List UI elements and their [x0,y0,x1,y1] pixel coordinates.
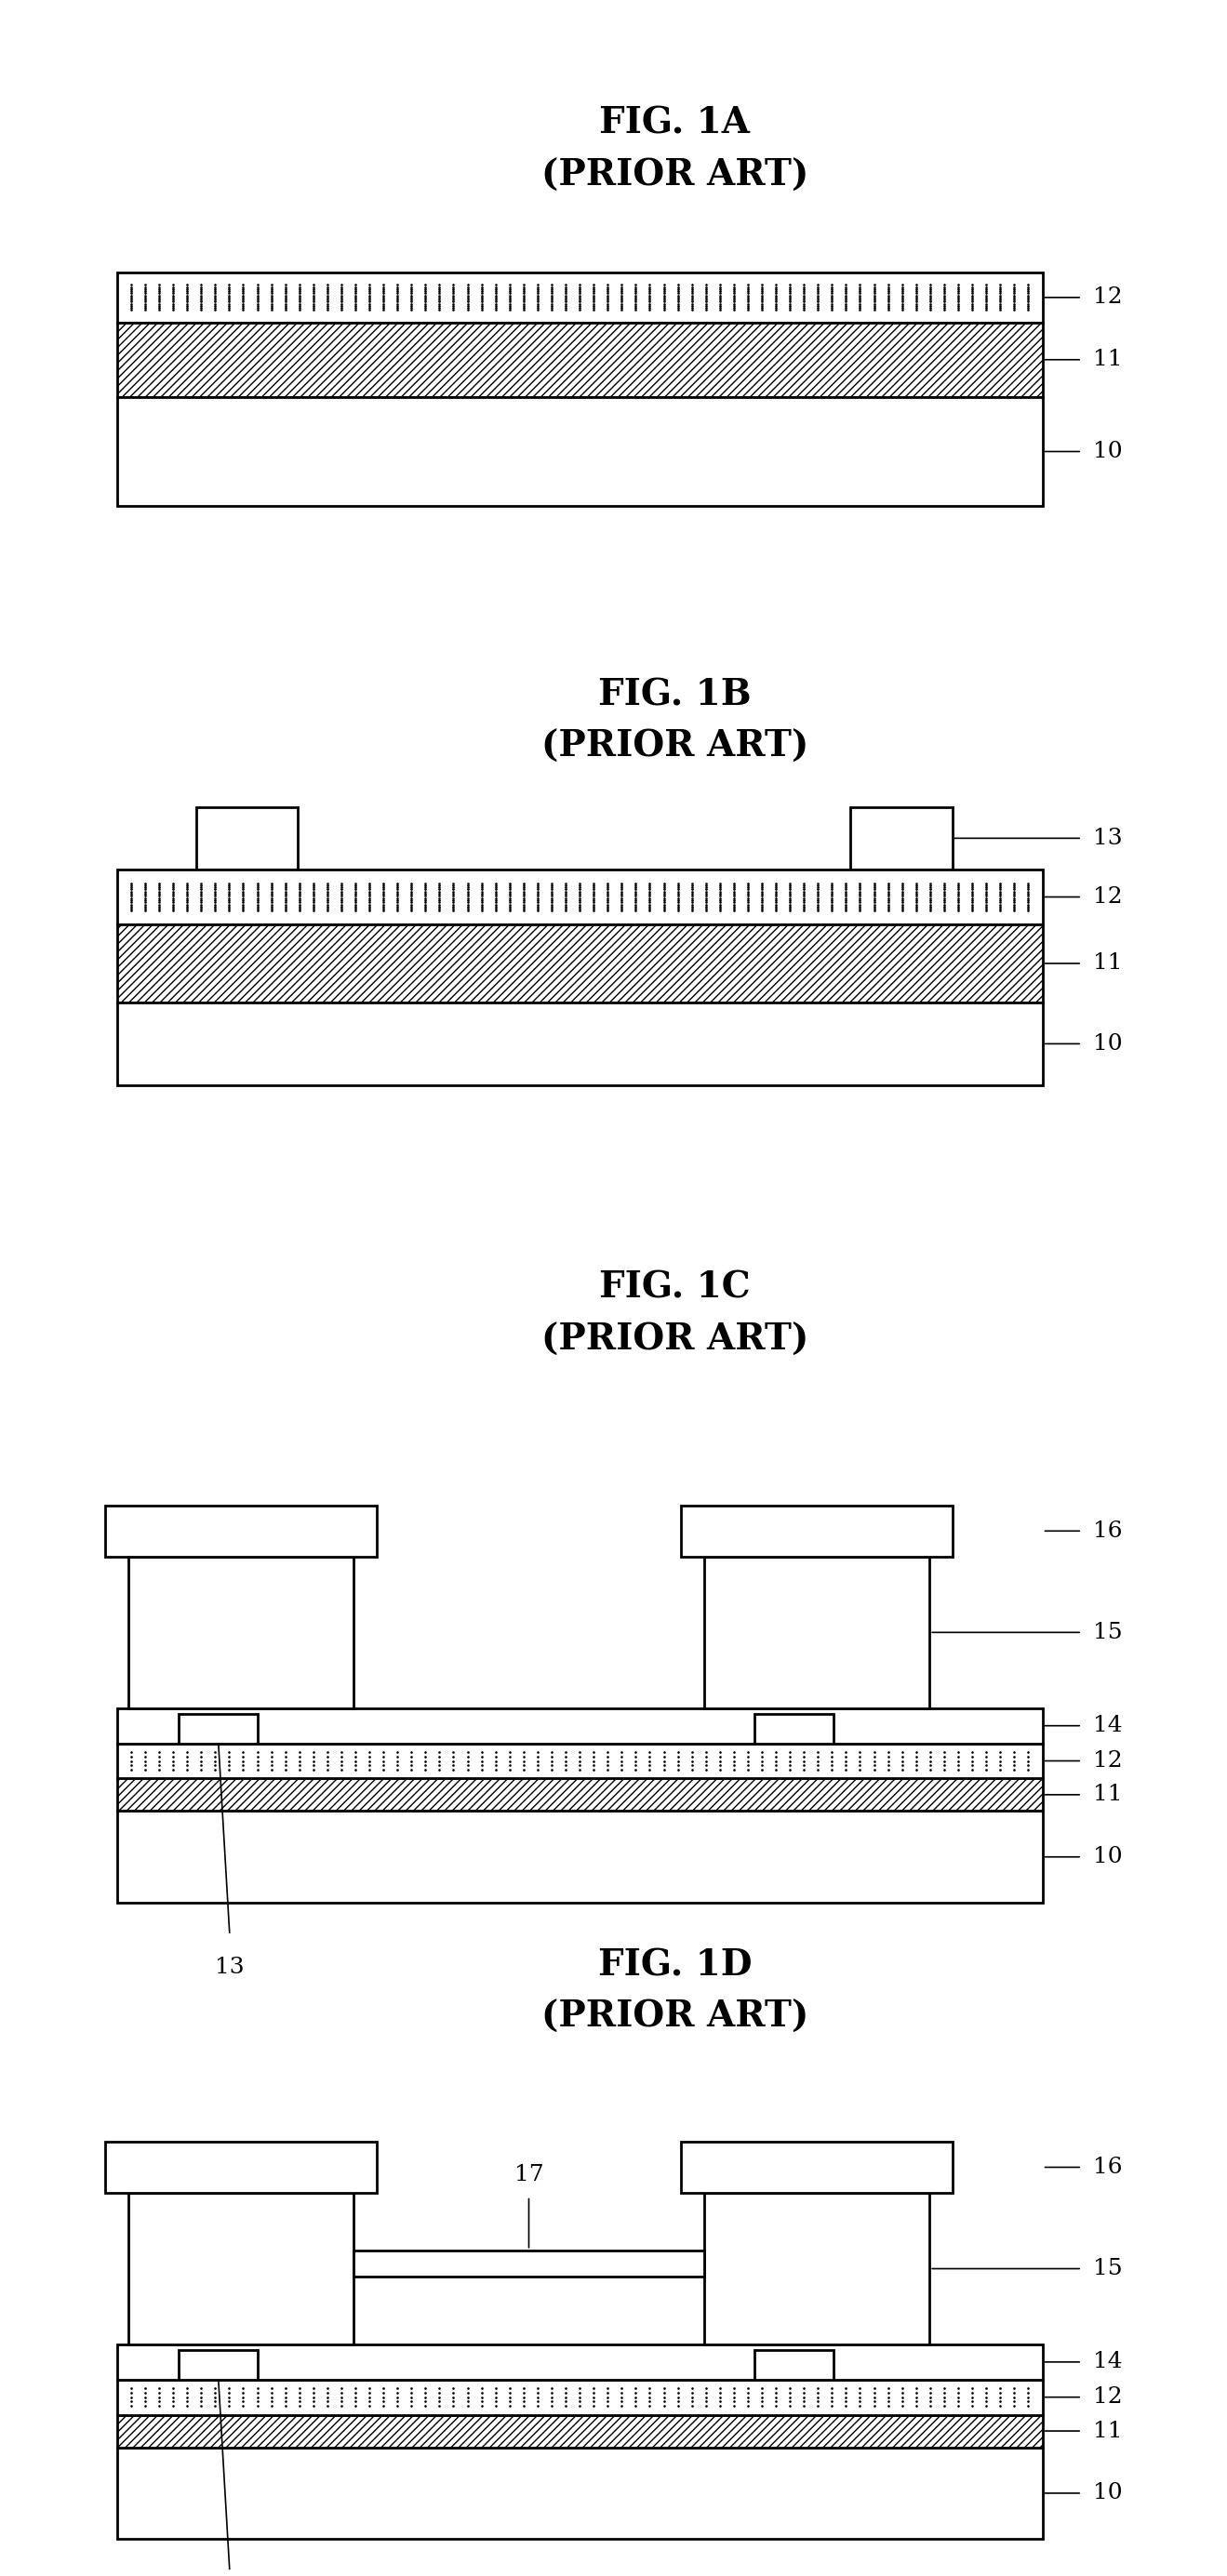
Text: 14: 14 [1093,2352,1123,2372]
Bar [704,2192,930,2344]
Bar [128,1556,353,1708]
Text: 10: 10 [1093,1033,1123,1054]
Bar [681,2141,952,2192]
Text: (PRIOR ART): (PRIOR ART) [541,729,809,765]
Bar [196,806,297,868]
Bar [117,925,1043,1002]
Text: 10: 10 [1093,1847,1123,1868]
Text: FIG. 1C: FIG. 1C [599,1270,751,1306]
Text: 16: 16 [1093,2156,1123,2177]
Text: FIG. 1D: FIG. 1D [598,1947,752,1984]
Bar [353,2251,704,2277]
Bar [106,2141,377,2192]
Bar [117,2380,1043,2414]
Text: 12: 12 [1093,886,1123,907]
Text: 11: 11 [1093,1785,1123,1806]
Bar [117,1811,1043,1904]
Text: 10: 10 [1093,440,1123,461]
Text: (PRIOR ART): (PRIOR ART) [541,157,809,193]
Text: 12: 12 [1093,1749,1123,1772]
Text: (PRIOR ART): (PRIOR ART) [541,1999,809,2035]
Bar [755,1713,833,1744]
Bar [117,397,1043,507]
Text: 12: 12 [1093,286,1123,309]
Text: 16: 16 [1093,1520,1123,1540]
Bar [117,322,1043,397]
Bar [117,1708,1043,1744]
Bar [117,2344,1043,2380]
Bar [850,806,952,868]
Text: 11: 11 [1093,953,1123,974]
Text: 17: 17 [514,2164,544,2184]
Text: 14: 14 [1093,1716,1123,1736]
Text: 13: 13 [215,1958,244,1978]
Bar [117,2414,1043,2447]
Text: 10: 10 [1093,2483,1123,2504]
Text: 15: 15 [1093,2259,1123,2280]
Bar [755,2349,833,2380]
Bar [681,1504,952,1556]
Text: 11: 11 [1093,2421,1123,2442]
Text: (PRIOR ART): (PRIOR ART) [541,1321,809,1358]
Bar [179,1713,258,1744]
Bar [117,868,1043,925]
Bar [117,273,1043,322]
Text: FIG. 1A: FIG. 1A [600,106,750,142]
Bar [128,2192,353,2344]
Text: 15: 15 [1093,1623,1123,1643]
Bar [106,1504,377,1556]
Bar [704,1556,930,1708]
Bar [117,1777,1043,1811]
Text: 11: 11 [1093,348,1123,371]
Text: 13: 13 [1093,827,1123,850]
Bar [117,2447,1043,2540]
Text: 12: 12 [1093,2385,1123,2409]
Bar [117,1744,1043,1777]
Bar [117,1002,1043,1084]
Text: FIG. 1B: FIG. 1B [599,677,751,714]
Bar [179,2349,258,2380]
